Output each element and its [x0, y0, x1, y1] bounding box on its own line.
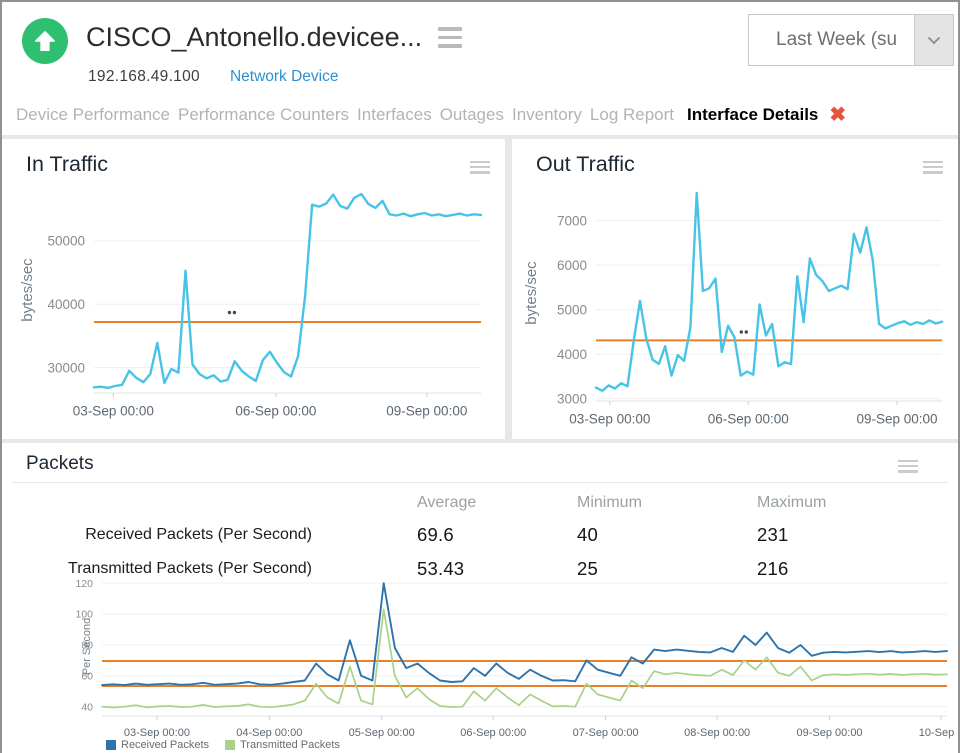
svg-text:5000: 5000	[557, 302, 587, 317]
out-traffic-chart: 3000 4000 5000 6000 7000 03-Sep 00:00 06-Sep 0…	[512, 179, 958, 437]
svg-text:bytes/sec: bytes/sec	[523, 261, 540, 325]
table-header-average: Average	[417, 494, 477, 511]
svg-text:6000: 6000	[557, 258, 587, 273]
svg-text:50000: 50000	[47, 234, 85, 249]
packets-legend: Received Packets Transmitted Packets	[106, 739, 340, 751]
device-status-icon	[22, 18, 68, 64]
svg-text:Per Second: Per Second	[81, 618, 93, 675]
legend-label: Received Packets	[121, 739, 210, 751]
legend-label: Transmitted Packets	[240, 739, 340, 751]
svg-text:100: 100	[75, 609, 93, 621]
table-cell-average: 69.6	[417, 524, 454, 545]
tab-device-performance[interactable]: Device Performance	[16, 105, 171, 124]
table-row-label: Received Packets (Per Second)	[85, 526, 312, 543]
device-menu-icon[interactable]	[438, 25, 463, 51]
svg-text:120: 120	[75, 578, 93, 590]
tab-interface-details[interactable]: Interface Details	[687, 105, 819, 124]
svg-text:03-Sep 00:00: 03-Sep 00:00	[569, 412, 650, 427]
svg-text:06-Sep 00:00: 06-Sep 00:00	[460, 727, 526, 739]
in-traffic-menu-icon[interactable]	[470, 158, 490, 176]
device-ip: 192.168.49.100	[88, 68, 200, 85]
svg-text:05-Sep 00:00: 05-Sep 00:00	[349, 727, 415, 739]
out-traffic-menu-icon[interactable]	[923, 158, 943, 176]
legend-swatch	[106, 740, 116, 750]
time-range-value: Last Week (su	[776, 29, 898, 50]
svg-text:09-Sep 00:00: 09-Sep 00:00	[797, 727, 863, 739]
divider	[12, 482, 948, 483]
up-arrow-icon	[35, 31, 55, 51]
table-cell-minimum: 40	[577, 524, 598, 545]
device-header: CISCO_Antonello.devicee... 192.168.49.10…	[2, 2, 958, 95]
svg-text:03-Sep 00:00: 03-Sep 00:00	[73, 404, 154, 419]
out-traffic-title: Out Traffic	[536, 152, 635, 176]
svg-text:09-Sep 00:00: 09-Sep 00:00	[856, 412, 937, 427]
tab-outages[interactable]: Outages	[439, 105, 504, 124]
table-row-label: Transmitted Packets (Per Second)	[68, 560, 312, 577]
svg-text:08-Sep 00:00: 08-Sep 00:00	[684, 727, 750, 739]
svg-text:03-Sep 00:00: 03-Sep 00:00	[124, 727, 190, 739]
table-header-empty	[2, 488, 342, 518]
packets-table: Average Minimum Maximum Received Packets (P…	[2, 488, 882, 586]
svg-text:40000: 40000	[47, 297, 85, 312]
tab-inventory[interactable]: Inventory	[511, 105, 582, 124]
packets-chart: 40 60 80 100 120 03-Sep 00:00 04-Sep 00:00 05-S…	[2, 573, 958, 743]
tab-performance-counters[interactable]: Performance Counters	[178, 105, 350, 124]
table-header-maximum: Maximum	[757, 494, 827, 511]
svg-text:60: 60	[81, 671, 93, 683]
legend-item-received-packets[interactable]: Received Packets	[106, 739, 209, 751]
table-cell-minimum: 25	[577, 558, 598, 579]
device-type-link[interactable]: Network Device	[229, 68, 339, 85]
svg-text:06-Sep 00:00: 06-Sep 00:00	[235, 404, 316, 419]
svg-text:4000: 4000	[557, 347, 587, 362]
tab-log-report[interactable]: Log Report	[589, 105, 675, 124]
svg-text:09-Sep 00:00: 09-Sep 00:00	[386, 404, 467, 419]
svg-text:7000: 7000	[557, 213, 587, 228]
traffic-charts-row: In Traffic 30000 40000 50000 03-Sep 00:00 06…	[2, 139, 958, 439]
svg-text:40: 40	[81, 701, 93, 713]
tab-interfaces[interactable]: Interfaces	[357, 105, 432, 124]
svg-text:30000: 30000	[47, 360, 85, 375]
tab-bar: Device Performance Performance Counters In…	[2, 95, 958, 135]
packets-title: Packets	[26, 453, 94, 474]
svg-text:04-Sep 00:00: 04-Sep 00:00	[236, 727, 302, 739]
legend-item-transmitted-packets[interactable]: Transmitted Packets	[225, 739, 340, 751]
svg-text:80: 80	[81, 640, 93, 652]
in-traffic-chart: 30000 40000 50000 03-Sep 00:00 06-Sep 00:00 0…	[2, 179, 505, 437]
svg-text:10-Sep ..: 10-Sep ..	[919, 727, 958, 739]
table-header-minimum: Minimum	[577, 494, 642, 511]
device-title: CISCO_Antonello.devicee...	[86, 22, 423, 52]
in-traffic-title: In Traffic	[26, 152, 109, 176]
time-range-select[interactable]: Last Week (su	[748, 14, 954, 66]
packets-panel: Packets Average Minimum Maximum Received Pa…	[2, 443, 958, 753]
out-traffic-panel: Out Traffic 3000 4000 5000 6000 7000 03-Sep 0…	[512, 139, 958, 439]
close-tab-icon[interactable]: ✖	[829, 104, 847, 126]
svg-text:bytes/sec: bytes/sec	[19, 258, 36, 322]
svg-text:3000: 3000	[557, 391, 587, 406]
table-cell-maximum: 231	[757, 524, 789, 545]
packets-menu-icon[interactable]	[898, 457, 918, 475]
svg-text:06-Sep 00:00: 06-Sep 00:00	[708, 412, 789, 427]
in-traffic-panel: In Traffic 30000 40000 50000 03-Sep 00:00 06…	[2, 139, 505, 439]
table-cell-average: 53.43	[417, 558, 465, 579]
legend-swatch	[225, 740, 236, 750]
table-cell-maximum: 216	[757, 558, 789, 579]
chevron-down-icon[interactable]	[914, 15, 953, 65]
svg-text:07-Sep 00:00: 07-Sep 00:00	[573, 727, 639, 739]
